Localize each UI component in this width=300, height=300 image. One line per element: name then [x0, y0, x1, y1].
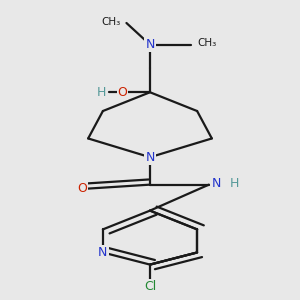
Text: H: H [97, 86, 106, 99]
Text: CH₃: CH₃ [101, 16, 121, 26]
Text: N: N [145, 151, 155, 164]
Text: CH₃: CH₃ [197, 38, 216, 48]
Text: O: O [77, 182, 87, 196]
Text: N: N [145, 38, 155, 51]
Text: H: H [230, 177, 239, 190]
Text: O: O [118, 86, 128, 99]
Text: N: N [98, 246, 108, 259]
Text: N: N [212, 177, 221, 190]
Text: Cl: Cl [144, 280, 156, 293]
